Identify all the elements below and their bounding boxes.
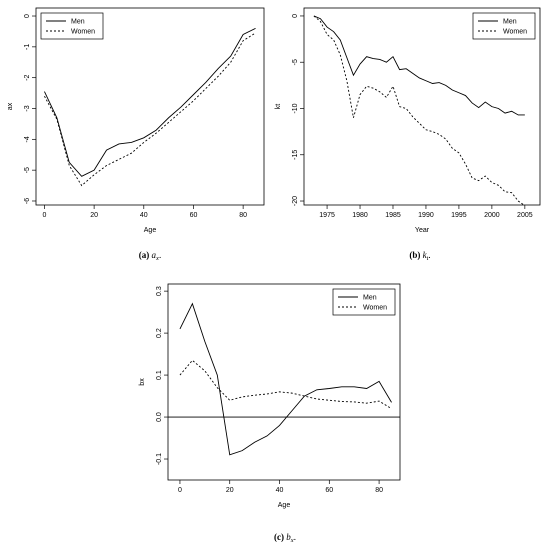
x-tick-label: 2000: [484, 212, 500, 219]
y-tick-label: -6: [24, 198, 31, 204]
x-tick-label: 0: [42, 212, 46, 219]
caption-subscript: x: [155, 255, 159, 262]
series-line: [44, 32, 256, 187]
x-tick-label: 40: [140, 212, 148, 219]
legend-label: Men: [503, 19, 517, 26]
y-tick-label: 0.2: [156, 328, 163, 338]
caption-symbol: k: [423, 250, 428, 260]
x-tick-label: 20: [226, 487, 234, 494]
series-line: [179, 302, 392, 456]
x-tick-label: 1975: [319, 212, 335, 219]
legend-label: Men: [71, 19, 85, 26]
y-tick-label: -4: [24, 136, 31, 142]
y-axis-label: ax: [7, 102, 14, 110]
caption-end: .: [159, 250, 161, 260]
x-axis-label: Year: [415, 227, 430, 234]
y-tick-label: 0: [24, 14, 31, 18]
x-tick-label: 1980: [352, 212, 368, 219]
y-tick-label: 0.3: [156, 286, 163, 296]
x-tick-label: 2005: [517, 212, 533, 219]
legend-label: Men: [363, 295, 377, 302]
y-tick-label: -2: [24, 74, 31, 80]
legend-label: Women: [71, 29, 95, 36]
x-tick-label: 1985: [385, 212, 401, 219]
caption-end: .: [428, 250, 430, 260]
series-line: [44, 27, 256, 177]
x-tick-label: 40: [276, 487, 284, 494]
series-line: [313, 15, 525, 116]
caption-subscript: x: [290, 537, 294, 544]
x-axis-label: Age: [144, 227, 157, 234]
series-line: [313, 15, 526, 207]
plot-frame: [303, 7, 541, 206]
legend-box: [472, 12, 536, 40]
y-tick-label: -10: [292, 103, 299, 113]
caption: (c) bx.: [274, 532, 296, 544]
y-tick-label: -20: [292, 196, 299, 206]
x-tick-label: 0: [178, 487, 182, 494]
legend-box: [40, 12, 104, 40]
caption-label: (a): [139, 250, 150, 260]
x-tick-label: 20: [90, 212, 98, 219]
legend-label: Women: [503, 29, 527, 36]
series-line: [179, 359, 392, 410]
y-tick-label: -5: [292, 59, 299, 65]
plot-frame: [167, 283, 401, 481]
y-tick-label: 0.1: [156, 370, 163, 380]
legend-box: [332, 288, 396, 316]
y-tick-label: -1: [24, 44, 31, 50]
legend-label: Women: [363, 305, 387, 312]
y-tick-label: 0.0: [156, 412, 163, 422]
x-tick-label: 1995: [451, 212, 467, 219]
caption: (b) kt.: [409, 250, 430, 262]
y-tick-label: -3: [24, 105, 31, 111]
caption-label: (b): [409, 250, 420, 260]
caption-label: (c): [274, 532, 284, 542]
caption-symbol: a: [152, 250, 157, 260]
y-axis-label: kt: [275, 104, 282, 110]
x-tick-label: 60: [325, 487, 333, 494]
panel: 1975 1980 1985 1990 1995 2000 2005 0 -5 -10 -15 -20…: [275, 7, 541, 262]
caption-subscript: t: [427, 255, 429, 262]
caption: (a) ax.: [139, 250, 161, 262]
x-axis-label: Age: [278, 502, 291, 509]
y-tick-label: -0.1: [156, 453, 163, 465]
y-axis-label: bx: [139, 378, 146, 386]
x-tick-label: 1990: [418, 212, 434, 219]
x-tick-label: 60: [190, 212, 198, 219]
panel: 0 20 40 60 80 0 -1 -2 -3 -4 -5 -6 Age ax Men Women (a) a…: [7, 7, 265, 262]
plot-frame: [35, 7, 265, 206]
x-tick-label: 80: [375, 487, 383, 494]
y-tick-label: -5: [24, 167, 31, 173]
y-tick-label: -15: [292, 150, 299, 160]
x-tick-label: 80: [239, 212, 247, 219]
panel: 0 20 40 60 80 -0.1 0.0 0.1 0.2 0.3 Age bx Men Women (c…: [139, 283, 401, 544]
caption-symbol: b: [286, 532, 291, 542]
caption-end: .: [294, 532, 296, 542]
y-tick-label: 0: [292, 14, 299, 18]
